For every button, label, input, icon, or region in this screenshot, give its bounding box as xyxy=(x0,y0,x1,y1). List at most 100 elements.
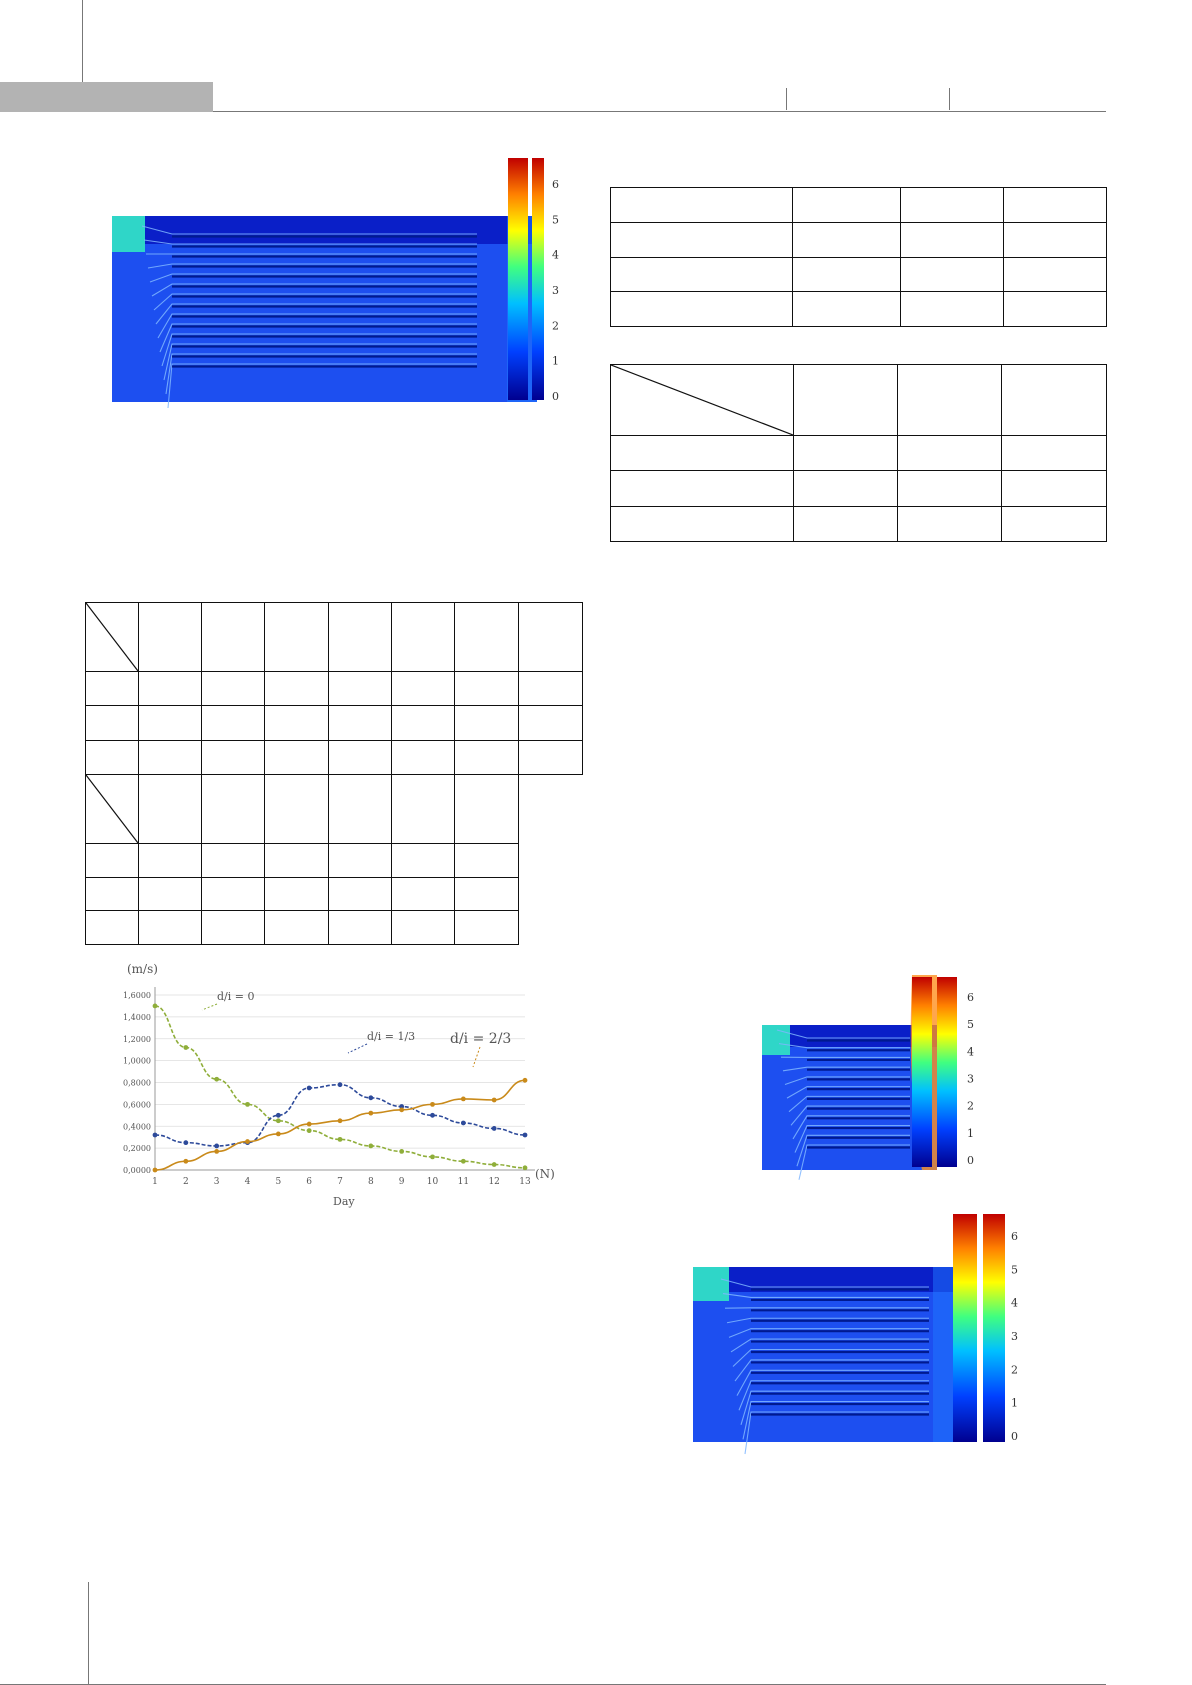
x-tick-label: 3 xyxy=(214,1177,220,1187)
x-tick-label: 10 xyxy=(427,1177,439,1187)
colorbar-tick-label: 5 xyxy=(1011,1263,1018,1276)
plate-line xyxy=(165,353,477,395)
plate-line xyxy=(794,1124,910,1153)
label-leader xyxy=(347,1043,368,1054)
data-point xyxy=(491,1162,497,1167)
y-unit-label: (m/s) xyxy=(127,962,158,976)
data-point xyxy=(491,1097,497,1103)
data-point xyxy=(152,1132,158,1138)
data-point xyxy=(430,1154,435,1160)
plate-line xyxy=(788,1095,910,1113)
colorbar-gradient-2 xyxy=(532,158,544,400)
plates xyxy=(720,1278,929,1455)
plate-line xyxy=(155,303,477,325)
diagonal-header-cell xyxy=(610,364,794,436)
simulation-figure-2: 6 5 4 3 2 1 0 xyxy=(762,975,974,1180)
table-header-row xyxy=(85,774,519,844)
chart-series xyxy=(152,1003,528,1173)
plate-line xyxy=(153,293,477,311)
colorbar-tick-label: 4 xyxy=(552,249,559,262)
plate-line xyxy=(786,1086,910,1099)
colorbar-large: 6 5 4 3 2 1 0 xyxy=(953,1214,1018,1443)
table-d xyxy=(85,774,519,945)
plate-line xyxy=(720,1278,929,1288)
data-point xyxy=(183,1045,189,1050)
plate-line xyxy=(798,1144,910,1180)
data-point xyxy=(522,1132,528,1138)
plate-line xyxy=(742,1401,929,1440)
plate-line xyxy=(730,1338,929,1353)
data-point xyxy=(337,1118,343,1124)
data-point xyxy=(183,1158,189,1164)
table-c xyxy=(85,602,583,776)
flow-field-background xyxy=(693,1267,955,1442)
colorbar-tick-label: 2 xyxy=(552,319,559,332)
data-point xyxy=(152,1167,158,1173)
outlet-region xyxy=(933,1267,955,1442)
plate-line xyxy=(157,313,477,339)
plate-line xyxy=(167,363,477,409)
chart-axes: 0,0000 0,2000 0,4000 0,6000 0,8000 1,0000 1,20… xyxy=(123,987,535,1187)
plate-line xyxy=(744,1411,929,1455)
colorbar-tick-label: 6 xyxy=(1011,1230,1018,1243)
data-point xyxy=(214,1143,220,1149)
plate-line xyxy=(782,1066,910,1072)
table-row xyxy=(85,670,583,707)
colorbar-tick-label: 2 xyxy=(967,1100,974,1113)
table-header-row xyxy=(85,602,583,672)
colorbar-tick-label: 1 xyxy=(552,355,559,368)
plate-line xyxy=(161,333,477,367)
x-tick-label: 2 xyxy=(183,1177,189,1187)
colorbar-gradient-1 xyxy=(912,977,932,1167)
colorbar-tick-label: 1 xyxy=(967,1127,974,1140)
x-tick-label: 11 xyxy=(458,1177,469,1187)
data-point xyxy=(306,1121,312,1127)
plate-line xyxy=(778,1043,910,1049)
plate-line xyxy=(151,283,477,297)
table-row xyxy=(610,470,1107,507)
plate-line xyxy=(163,343,477,381)
flow-field-top-band xyxy=(729,1267,955,1292)
plate-line xyxy=(143,239,477,245)
data-point xyxy=(368,1110,374,1116)
table-row xyxy=(610,187,1107,223)
plates xyxy=(776,1029,910,1180)
colorbar-gradient-1 xyxy=(508,158,528,400)
colorbar-small: 6 5 4 3 2 1 0 xyxy=(912,977,974,1167)
x-tick-label: 9 xyxy=(399,1177,405,1187)
data-point xyxy=(399,1104,405,1109)
table-row xyxy=(85,876,519,912)
data-point xyxy=(337,1082,343,1088)
data-point xyxy=(522,1165,528,1171)
x-tick-label: 4 xyxy=(245,1177,251,1187)
y-tick-label: 0,0000 xyxy=(123,1166,151,1175)
table-b xyxy=(610,364,1107,543)
y-tick-label: 0,8000 xyxy=(123,1079,151,1088)
velocity-line-chart: (m/s) (N) Day 0,00000,20000,40000,60000,… xyxy=(123,962,555,1208)
colorbar-tick-label: 0 xyxy=(1011,1430,1018,1443)
simulation-figure-3: 6 5 4 3 2 1 0 xyxy=(693,1214,1018,1455)
data-point xyxy=(522,1077,528,1083)
colorbar-ticks: 6 5 4 3 2 1 0 xyxy=(967,991,974,1167)
colorbar-tick-label: 5 xyxy=(552,213,559,226)
data-point xyxy=(245,1101,250,1107)
plate-line xyxy=(159,323,477,353)
colorbar-tick-label: 4 xyxy=(967,1045,974,1058)
colorbar-tick-label: 5 xyxy=(967,1018,974,1031)
colorbar-gradient-2 xyxy=(983,1214,1005,1442)
table-header-row xyxy=(610,364,1107,436)
plates xyxy=(141,225,477,409)
data-point xyxy=(460,1096,466,1102)
series-label: d/i = 2/3 xyxy=(450,1031,511,1047)
plate-line xyxy=(736,1369,929,1396)
diagonal-header-cell xyxy=(85,774,139,844)
table-a xyxy=(610,187,1107,327)
colorbar-gradient-2 xyxy=(937,977,957,1167)
data-point xyxy=(306,1085,312,1091)
flow-field xyxy=(112,216,537,409)
colorbar-tick-label: 0 xyxy=(967,1154,974,1167)
plate-line xyxy=(141,225,477,235)
data-point xyxy=(214,1076,220,1082)
x-tick-label: 1 xyxy=(152,1177,158,1187)
table-row xyxy=(85,910,519,945)
